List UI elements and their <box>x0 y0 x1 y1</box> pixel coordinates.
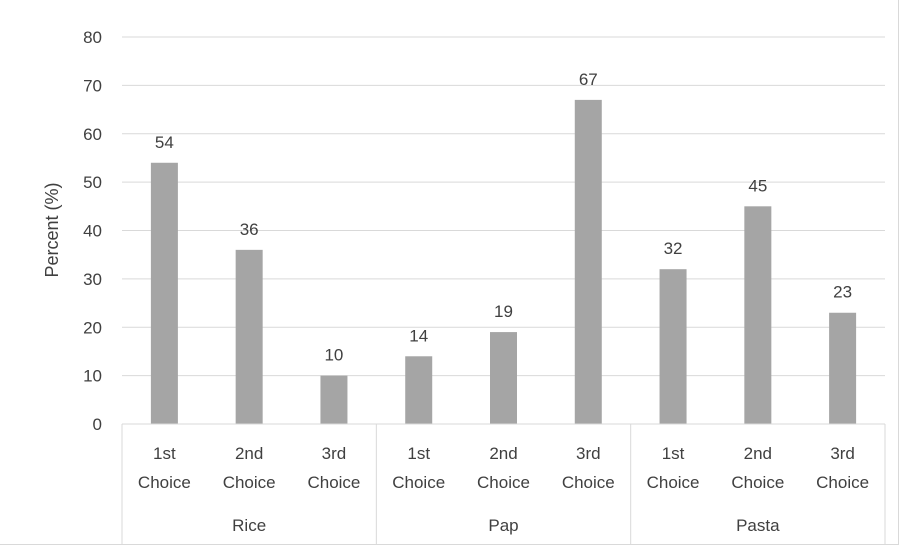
x-tick-label: 1st <box>153 444 176 463</box>
x-tick-label: Choice <box>731 473 784 492</box>
bar <box>405 356 433 424</box>
x-tick-label: 3rd <box>576 444 601 463</box>
bar <box>320 375 348 424</box>
bar <box>150 162 178 424</box>
x-tick-label: 2nd <box>489 444 517 463</box>
group-label: Pap <box>488 516 518 535</box>
data-label: 14 <box>409 326 428 345</box>
x-tick-label: 3rd <box>322 444 347 463</box>
data-label: 10 <box>324 346 343 365</box>
data-label: 54 <box>155 133 174 152</box>
x-tick-label: Choice <box>816 473 869 492</box>
data-label: 32 <box>664 239 683 258</box>
y-axis-ticks: 0 10 20 30 40 50 60 70 80 <box>83 28 102 434</box>
group-label: Pasta <box>736 516 780 535</box>
y-tick-label: 80 <box>83 28 102 47</box>
y-tick-label: 0 <box>93 415 102 434</box>
x-tick-label: 2nd <box>744 444 772 463</box>
x-tick-label: 1st <box>662 444 685 463</box>
bar <box>235 249 263 424</box>
x-tick-label: 2nd <box>235 444 263 463</box>
x-axis: 1st Choice 2nd Choice 3rd Choice 1st Choice 2nd C… <box>121 423 886 544</box>
x-tick-label: Choice <box>562 473 615 492</box>
data-label: 23 <box>833 283 852 302</box>
data-label: 67 <box>579 70 598 89</box>
x-tick-label: Choice <box>392 473 445 492</box>
x-tick-label: Choice <box>477 473 530 492</box>
y-tick-label: 60 <box>83 125 102 144</box>
data-label: 19 <box>494 302 513 321</box>
bars <box>150 99 857 424</box>
y-tick-label: 40 <box>83 222 102 241</box>
x-tick-label: Choice <box>138 473 191 492</box>
bar <box>659 269 687 424</box>
y-tick-label: 50 <box>83 173 102 192</box>
x-tick-label: 3rd <box>830 444 855 463</box>
data-label: 36 <box>240 220 259 239</box>
y-tick-label: 30 <box>83 270 102 289</box>
bar <box>744 206 772 424</box>
bar <box>490 332 517 424</box>
group-label: Rice <box>232 516 266 535</box>
y-axis-title: Percent (%) <box>42 182 62 277</box>
y-tick-label: 20 <box>83 318 102 337</box>
x-tick-label: Choice <box>223 473 276 492</box>
data-labels: 54 36 10 14 19 67 32 45 23 <box>155 70 852 365</box>
x-tick-label: Choice <box>647 473 700 492</box>
x-tick-label: Choice <box>307 473 360 492</box>
x-tick-label: 1st <box>407 444 430 463</box>
y-tick-label: 10 <box>83 367 102 386</box>
bar <box>829 312 857 424</box>
y-tick-label: 70 <box>83 76 102 95</box>
data-label: 45 <box>748 176 767 195</box>
bar <box>574 99 602 424</box>
